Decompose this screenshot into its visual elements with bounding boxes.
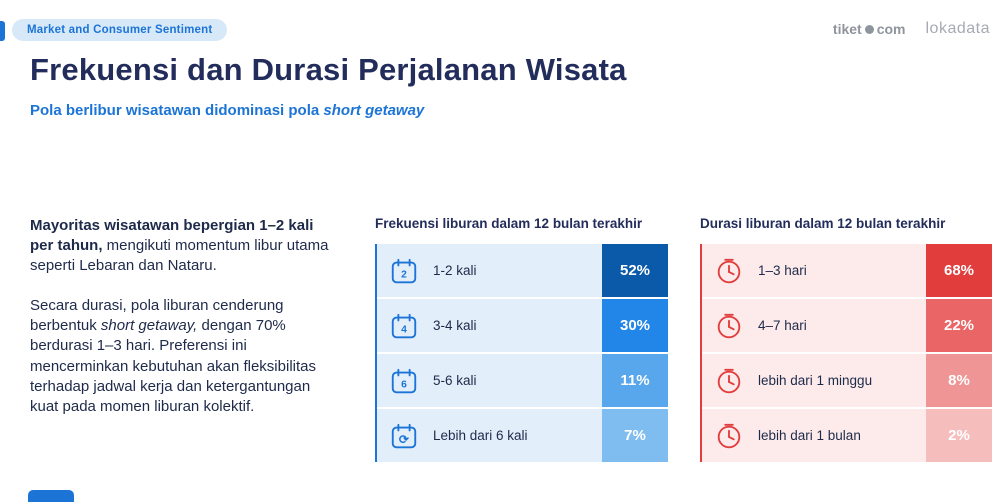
intro-paragraph-2: Secara durasi, pola liburan cenderung be…: [30, 296, 334, 417]
table-row: 4 3-4 kali 30%: [375, 297, 668, 352]
intro-p2-part1: Secara durasi, pola liburan cenderung be…: [30, 297, 284, 335]
duration-panel-title: Durasi liburan dalam 12 bulan terakhir: [700, 216, 946, 231]
duration-accent-line: [700, 244, 702, 462]
lokadata-logo: lokadata: [925, 20, 990, 37]
row-label: 3-4 kali: [433, 318, 477, 333]
clock-icon: [717, 258, 741, 283]
row-value: 7%: [602, 409, 668, 462]
intro-p2-part2: dengan 70% berdurasi 1–3 hari. Preferens…: [30, 317, 316, 415]
page-subtitle: Pola berlibur wisatawan didominasi pola …: [30, 102, 424, 119]
duration-table: 1–3 hari 68% 4–7 hari 22%: [700, 244, 992, 462]
calendar-refresh-icon: ⟳: [391, 423, 417, 448]
tiket-dot-icon: [864, 24, 874, 34]
intro-p2-italic: short getaway,: [100, 317, 198, 335]
row-value: 52%: [602, 244, 668, 297]
intro-p1-regular: mengikuti momentum libur utama seperti L…: [30, 237, 329, 275]
calendar-icon: 4: [391, 313, 417, 338]
svg-text:6: 6: [401, 379, 407, 390]
row-label: 1–3 hari: [758, 263, 807, 278]
row-label: 5-6 kali: [433, 373, 477, 388]
intro-p1-bold: Mayoritas wisatawan bepergian 1–2 kali p…: [30, 217, 314, 255]
row-value: 8%: [926, 354, 992, 407]
clock-icon: [717, 423, 741, 448]
table-row: 6 5-6 kali 11%: [375, 352, 668, 407]
logo-group: tiket com lokadata: [833, 20, 990, 38]
table-row: lebih dari 1 bulan 2%: [700, 407, 992, 462]
row-label: 1-2 kali: [433, 263, 477, 278]
tiket-com-logo: tiket com: [833, 21, 906, 37]
frequency-panel: Frekuensi liburan dalam 12 bulan terakhi…: [375, 216, 668, 462]
intro-text: Mayoritas wisatawan bepergian 1–2 kali p…: [30, 216, 334, 437]
row-label: Lebih dari 6 kali: [433, 428, 528, 443]
table-row: 2 1-2 kali 52%: [375, 244, 668, 297]
table-row: ⟳ Lebih dari 6 kali 7%: [375, 407, 668, 462]
clock-icon: [717, 368, 741, 393]
row-value: 68%: [926, 244, 992, 297]
clock-icon: [717, 313, 741, 338]
row-value: 2%: [926, 409, 992, 462]
left-accent-bar: [0, 21, 5, 41]
subtitle-italic: short getaway: [323, 102, 425, 119]
row-value: 30%: [602, 299, 668, 352]
svg-text:4: 4: [401, 324, 407, 335]
subtitle-regular: Pola berlibur wisatawan didominasi pola: [30, 102, 324, 119]
calendar-icon: 2: [391, 258, 417, 283]
row-value: 22%: [926, 299, 992, 352]
table-row: 1–3 hari 68%: [700, 244, 992, 297]
table-row: lebih dari 1 minggu 8%: [700, 352, 992, 407]
page-title: Frekuensi dan Durasi Perjalanan Wisata: [30, 52, 627, 87]
svg-text:2: 2: [401, 269, 407, 280]
row-label: 4–7 hari: [758, 318, 807, 333]
frequency-accent-line: [375, 244, 377, 462]
tiket-logo-text: tiket: [832, 21, 862, 37]
decor-bar: [28, 490, 74, 502]
row-value: 11%: [602, 354, 668, 407]
calendar-icon: 6: [391, 368, 417, 393]
row-label: lebih dari 1 minggu: [758, 373, 873, 388]
intro-paragraph-1: Mayoritas wisatawan bepergian 1–2 kali p…: [30, 216, 334, 276]
topic-badge: Market and Consumer Sentiment: [12, 19, 228, 41]
duration-panel: Durasi liburan dalam 12 bulan terakhir 1…: [700, 216, 992, 462]
table-row: 4–7 hari 22%: [700, 297, 992, 352]
frequency-panel-title: Frekuensi liburan dalam 12 bulan terakhi…: [375, 216, 643, 231]
frequency-table: 2 1-2 kali 52% 4 3-4 kali 30%: [375, 244, 668, 462]
tiket-logo-suffix: com: [876, 21, 906, 37]
row-label: lebih dari 1 bulan: [758, 428, 861, 443]
svg-text:⟳: ⟳: [399, 432, 410, 446]
